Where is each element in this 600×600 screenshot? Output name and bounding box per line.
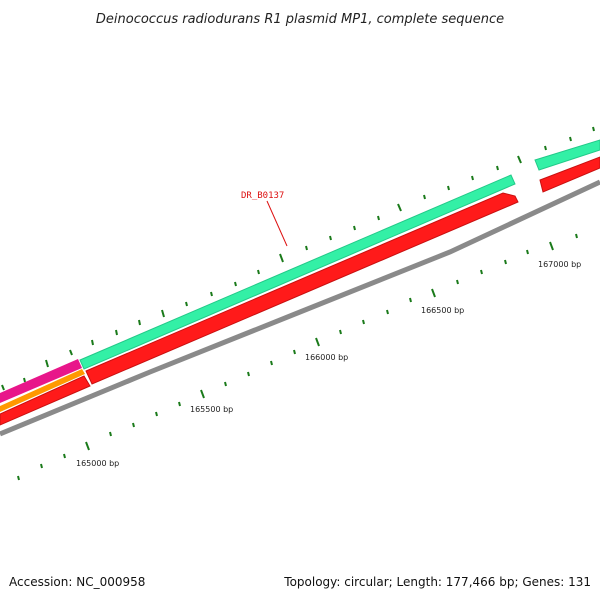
tick-mark bbox=[1, 384, 5, 391]
gene-dr-b0137[interactable] bbox=[79, 174, 516, 370]
tick-mark bbox=[69, 349, 73, 356]
tick-mark bbox=[293, 349, 296, 355]
tick-mark bbox=[549, 241, 554, 251]
tick-label: 165500 bp bbox=[190, 405, 233, 414]
tick-mark bbox=[178, 401, 181, 407]
gene-orange[interactable] bbox=[0, 369, 85, 412]
tick-mark bbox=[23, 377, 26, 383]
tick-mark bbox=[257, 269, 260, 275]
gene-label-dr-b0137[interactable]: DR_B0137 bbox=[241, 191, 284, 201]
tick-mark bbox=[185, 301, 188, 307]
tick-mark bbox=[353, 225, 356, 231]
tick-mark bbox=[270, 360, 273, 366]
tick-mark bbox=[305, 245, 308, 251]
tick-mark bbox=[155, 411, 158, 417]
outer-ticks bbox=[1, 126, 595, 391]
tick-mark bbox=[247, 371, 250, 377]
tick-mark bbox=[544, 145, 547, 151]
tick-mark bbox=[40, 463, 43, 469]
tick-mark bbox=[447, 185, 450, 191]
sequence-backbone bbox=[0, 179, 600, 437]
gene-reverse[interactable] bbox=[0, 375, 91, 426]
tick-label: 165000 bp bbox=[76, 459, 119, 468]
gene-label-leader bbox=[266, 200, 288, 247]
tick-mark bbox=[569, 136, 572, 142]
tick-mark bbox=[234, 281, 237, 287]
tick-label: 167000 bp bbox=[538, 260, 581, 269]
tick-mark bbox=[63, 453, 66, 459]
tick-mark bbox=[315, 337, 320, 347]
tick-mark bbox=[592, 126, 595, 132]
tick-mark bbox=[17, 475, 20, 481]
tick-mark bbox=[409, 297, 412, 303]
tick-mark bbox=[161, 309, 165, 318]
tick-mark bbox=[109, 431, 112, 437]
gene-magenta[interactable] bbox=[0, 359, 82, 403]
tick-mark bbox=[386, 309, 389, 315]
tick-labels: 165000 bp 165500 bp 166000 bp 166500 bp … bbox=[76, 260, 581, 468]
gene-forward[interactable] bbox=[534, 139, 600, 171]
tick-mark bbox=[496, 165, 499, 171]
tick-mark bbox=[138, 319, 141, 326]
tick-mark bbox=[115, 329, 118, 336]
tick-mark bbox=[526, 249, 529, 255]
inner-ticks bbox=[17, 233, 578, 481]
accession-text: Accession: NC_000958 bbox=[9, 575, 145, 589]
tick-mark bbox=[431, 288, 436, 298]
gene-reverse[interactable] bbox=[85, 192, 519, 385]
tick-mark bbox=[200, 389, 205, 399]
tick-mark bbox=[45, 359, 49, 368]
tick-mark bbox=[504, 259, 507, 265]
reverse-genes bbox=[0, 156, 600, 426]
tick-mark bbox=[517, 155, 522, 164]
tick-mark bbox=[471, 175, 474, 181]
gene-reverse[interactable] bbox=[539, 156, 600, 193]
tick-mark bbox=[339, 329, 342, 335]
tick-mark bbox=[329, 235, 332, 241]
tick-mark bbox=[456, 279, 459, 285]
tick-mark bbox=[480, 269, 483, 275]
tick-mark bbox=[224, 381, 227, 387]
tick-label: 166500 bp bbox=[421, 306, 464, 315]
tick-mark bbox=[91, 339, 94, 346]
forward-genes bbox=[0, 139, 600, 412]
tick-mark bbox=[132, 422, 135, 428]
topology-summary: Topology: circular; Length: 177,466 bp; … bbox=[283, 575, 591, 589]
map-title: Deinococcus radiodurans R1 plasmid MP1, … bbox=[96, 12, 504, 27]
tick-mark bbox=[362, 319, 365, 325]
tick-mark bbox=[575, 233, 578, 239]
tick-mark bbox=[377, 215, 380, 221]
tick-mark bbox=[210, 291, 213, 297]
tick-mark bbox=[85, 441, 90, 451]
tick-label: 166000 bp bbox=[305, 353, 348, 362]
tick-mark bbox=[279, 253, 284, 263]
tick-mark bbox=[397, 203, 402, 212]
tick-mark bbox=[423, 194, 426, 200]
